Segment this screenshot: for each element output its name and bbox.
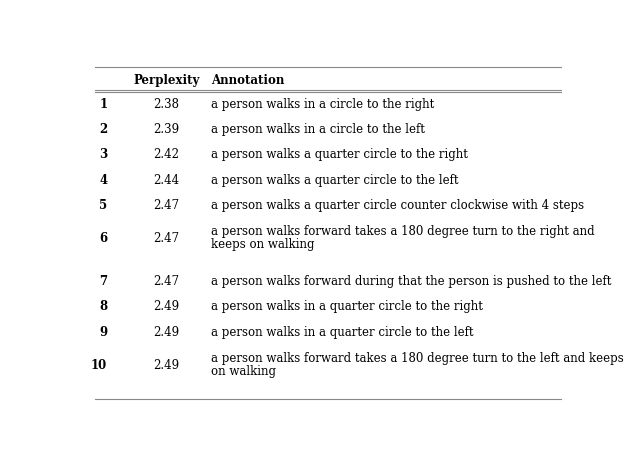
Text: a person walks in a quarter circle to the left: a person walks in a quarter circle to th…: [211, 326, 474, 339]
Text: on walking: on walking: [211, 365, 276, 378]
Text: 2.49: 2.49: [153, 359, 179, 372]
Text: a person walks in a circle to the left: a person walks in a circle to the left: [211, 123, 426, 136]
Text: 6: 6: [99, 232, 108, 245]
Text: 2: 2: [99, 123, 108, 136]
Text: a person walks a quarter circle to the right: a person walks a quarter circle to the r…: [211, 148, 468, 161]
Text: 2.47: 2.47: [153, 199, 179, 212]
Text: 9: 9: [99, 326, 108, 339]
Text: 2.42: 2.42: [153, 148, 179, 161]
Text: 1: 1: [99, 98, 108, 111]
Text: 2.44: 2.44: [153, 174, 179, 186]
Text: 8: 8: [99, 300, 108, 314]
Text: 2.39: 2.39: [153, 123, 179, 136]
Text: keeps on walking: keeps on walking: [211, 239, 315, 251]
Text: 2.49: 2.49: [153, 300, 179, 314]
Text: 4: 4: [99, 174, 108, 186]
Text: a person walks forward takes a 180 degree turn to the left and keeps: a person walks forward takes a 180 degre…: [211, 352, 624, 365]
Text: 2.38: 2.38: [153, 98, 179, 111]
Text: a person walks in a quarter circle to the right: a person walks in a quarter circle to th…: [211, 300, 483, 314]
Text: a person walks forward takes a 180 degree turn to the right and: a person walks forward takes a 180 degre…: [211, 225, 595, 238]
Text: 2.47: 2.47: [153, 232, 179, 245]
Text: Annotation: Annotation: [211, 74, 285, 87]
Text: 5: 5: [99, 199, 108, 212]
Text: 7: 7: [99, 275, 108, 288]
Text: a person walks a quarter circle counter clockwise with 4 steps: a person walks a quarter circle counter …: [211, 199, 584, 212]
Text: 10: 10: [91, 359, 108, 372]
Text: a person walks in a circle to the right: a person walks in a circle to the right: [211, 98, 435, 111]
Text: a person walks a quarter circle to the left: a person walks a quarter circle to the l…: [211, 174, 459, 186]
Text: Perplexity: Perplexity: [134, 74, 200, 87]
Text: 3: 3: [99, 148, 108, 161]
Text: a person walks forward during that the person is pushed to the left: a person walks forward during that the p…: [211, 275, 612, 288]
Text: 2.49: 2.49: [153, 326, 179, 339]
Text: 2.47: 2.47: [153, 275, 179, 288]
